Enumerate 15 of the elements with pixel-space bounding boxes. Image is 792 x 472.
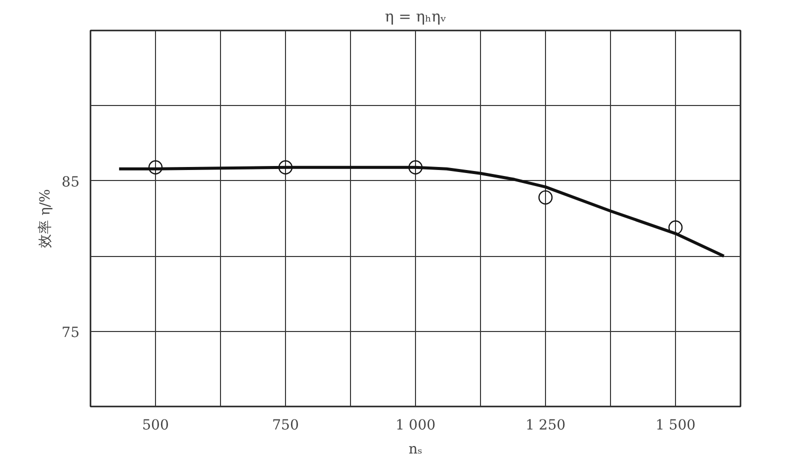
y-tick-label: 75: [62, 324, 80, 341]
point: [668, 220, 683, 235]
point: [148, 160, 163, 174]
y-axis-title: 效率 η/%: [38, 189, 54, 248]
point: [538, 190, 553, 205]
x-axis-title: nₛ: [408, 442, 423, 458]
chart-title: η = ηₕηᵥ: [384, 8, 446, 26]
point: [278, 160, 293, 174]
point: [408, 160, 423, 174]
y-tick-label: 85: [62, 174, 80, 190]
x-tick-label: 750: [272, 418, 299, 434]
x-tick-label: 500: [142, 418, 169, 434]
x-tick-label: 1 500: [655, 418, 696, 434]
x-tick-label: 1 250: [525, 418, 566, 434]
x-tick-label: 1 000: [395, 418, 436, 434]
